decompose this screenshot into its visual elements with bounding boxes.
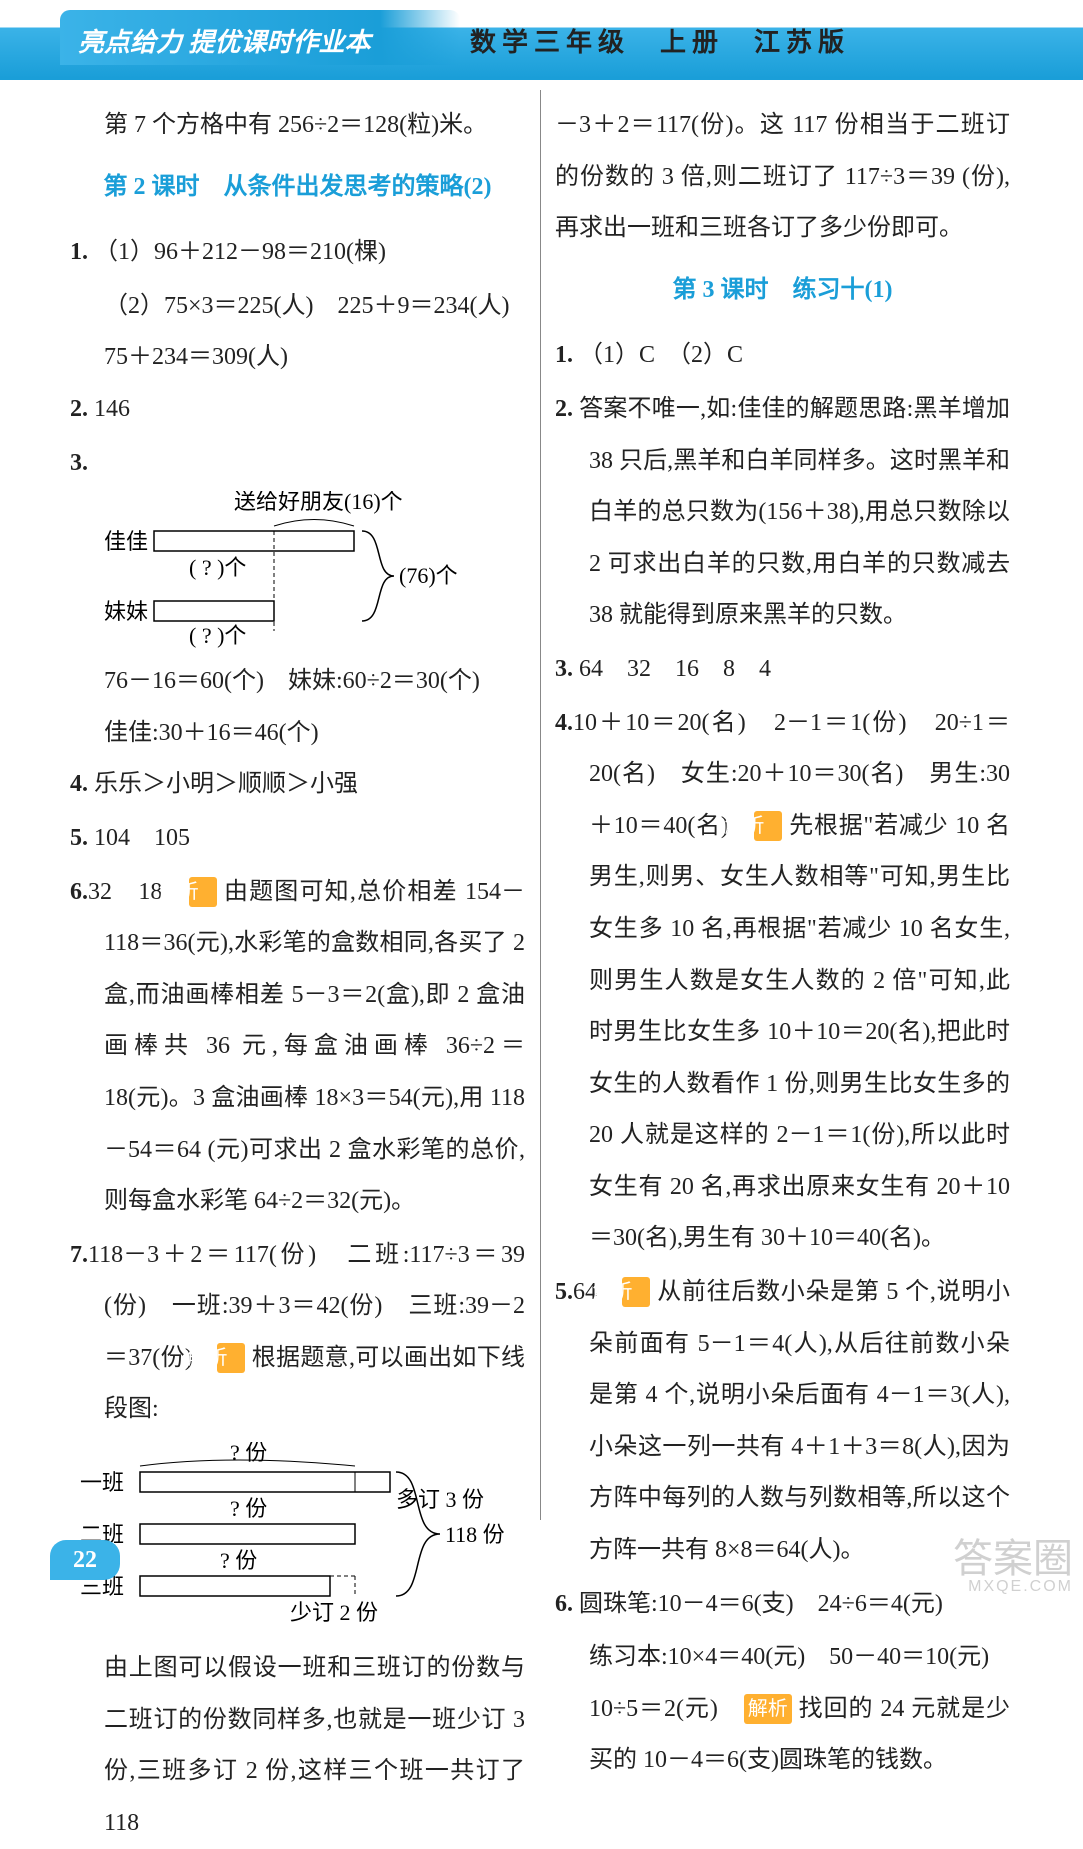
r-q5-body: 从前往后数小朵是第 5 个,说明小朵前面有 5－1＝4(人),从后往前数小朵是第… — [589, 1279, 1010, 1563]
q1-l1: （1）96＋212－98＝210(棵) — [94, 239, 386, 265]
svg-text:佳佳: 佳佳 — [104, 529, 148, 554]
q3-diagram: 送给好朋友(16)个 佳佳 ( ? )个 妹妹 ( ? )个 (76)个 — [70, 491, 525, 656]
q7-cont: －3＋2＝117(份)。这 117 份相当于二班订的份数的 3 倍,则二班订了 … — [555, 100, 1010, 255]
left-column: 第 7 个方格中有 256÷2＝128(粒)米。 第 2 课时 从条件出发思考的… — [70, 100, 525, 1849]
q4-num: 4. — [70, 771, 88, 797]
r-q6-l3: 10÷5＝2(元) 解析 找回的 24 元就是少买的 10－4＝6(支)圆珠笔的… — [555, 1684, 1010, 1787]
q3-num: 3. — [70, 450, 88, 476]
q3-l2: 佳佳:30＋16＝46(个) — [70, 708, 525, 760]
continued-line: 第 7 个方格中有 256÷2＝128(粒)米。 — [70, 100, 525, 152]
page-number: 22 — [50, 1540, 120, 1580]
watermark-line1: 答案圈 — [953, 1539, 1073, 1579]
q6-num: 6. — [70, 879, 88, 905]
q5: 5. 104 105 — [70, 813, 525, 865]
q1-num: 1. — [70, 239, 88, 265]
r-q5: 5.64 解析 从前往后数小朵是第 5 个,说明小朵前面有 5－1＝4(人),从… — [555, 1267, 1010, 1577]
r-q4-body: 先根据"若减少 10 名男生,则男、女生人数相等"可知,男生比女生多 10 名,… — [589, 813, 1010, 1252]
q3-svg: 送给好朋友(16)个 佳佳 ( ? )个 妹妹 ( ? )个 (76)个 — [104, 491, 464, 651]
r-q5-num: 5. — [555, 1279, 573, 1305]
svg-text:多订 3 份: 多订 3 份 — [396, 1487, 484, 1512]
r-q1-text: （1）C （2）C — [579, 342, 743, 368]
q2: 2. 146 — [70, 384, 525, 436]
svg-text:? 份: ? 份 — [230, 1442, 267, 1465]
svg-text:(76)个: (76)个 — [399, 563, 458, 588]
watermark: 答案圈 MXQE.COM — [953, 1539, 1073, 1595]
svg-text:一班: 一班 — [80, 1470, 124, 1495]
q2-text: 146 — [94, 396, 130, 422]
right-column: －3＋2＝117(份)。这 117 份相当于二班订的份数的 3 倍,则二班订了 … — [555, 100, 1010, 1849]
header-subject-block: 数学三年级 上册 江苏版 — [470, 22, 850, 59]
analysis-tag: 解析 — [622, 1277, 650, 1307]
r-q6-l1: 圆珠笔:10－4＝6(支) 24÷6＝4(元) — [579, 1591, 943, 1617]
r-q6-l2: 练习本:10×4＝40(元) 50－40＝10(元) — [555, 1632, 1010, 1684]
q3-l1: 76－16＝60(个) 妹妹:60÷2＝30(个) — [70, 656, 525, 708]
r-q2-text: 答案不唯一,如:佳佳的解题思路:黑羊增加 38 只后,黑羊和白羊同样多。这时黑羊… — [579, 396, 1010, 628]
analysis-tag: 解析 — [754, 811, 782, 841]
q7: 7.118－3＋2＝117(份) 二班:117÷3＝39 (份) 一班:39＋3… — [70, 1230, 525, 1436]
header-brand: 亮点给力 提优课时作业本 — [60, 10, 460, 65]
q1-l2: （2）75×3＝225(人) 225＋9＝234(人) — [70, 281, 525, 333]
analysis-tag: 解析 — [744, 1694, 792, 1724]
svg-text:( ? )个: ( ? )个 — [189, 555, 246, 580]
r-q1: 1. （1）C （2）C — [555, 330, 1010, 382]
q7-diagram: ? 份 一班 多订 3 份 ? 份 二班 ? 份 三班 少订 2 份 — [70, 1442, 525, 1637]
q2-num: 2. — [70, 396, 88, 422]
svg-text:118 份: 118 份 — [445, 1522, 505, 1547]
analysis-tag: 解析 — [217, 1343, 245, 1373]
q7-tail: 由上图可以假设一班和三班订的份数与二班订的份数同样多,也就是一班少订 3 份,三… — [70, 1643, 525, 1849]
watermark-line2: MXQE.COM — [953, 1579, 1073, 1595]
q6-body: 由题图可知,总价相差 154－118＝36(元),水彩笔的盒数相同,各买了 2 … — [104, 879, 525, 1215]
header-edition: 江苏版 — [754, 28, 850, 57]
header-volume: 上册 — [660, 28, 724, 57]
q1-l3: 75＋234＝309(人) — [70, 332, 525, 384]
svg-text:送给好朋友(16)个: 送给好朋友(16)个 — [234, 491, 403, 514]
r-q3-text: 64 32 16 8 4 — [579, 656, 771, 682]
r-q2-num: 2. — [555, 396, 573, 422]
q7-num: 7. — [70, 1242, 88, 1268]
r-q1-num: 1. — [555, 342, 573, 368]
q4-text: 乐乐＞小明＞顺顺＞小强 — [94, 771, 358, 797]
svg-text:? 份: ? 份 — [220, 1548, 257, 1573]
q4: 4. 乐乐＞小明＞顺顺＞小强 — [70, 759, 525, 811]
r-q6-num: 6. — [555, 1591, 573, 1617]
q5-text: 104 105 — [94, 825, 190, 851]
q7-svg: ? 份 一班 多订 3 份 ? 份 二班 ? 份 三班 少订 2 份 — [80, 1442, 530, 1632]
r-q6: 6. 圆珠笔:10－4＝6(支) 24÷6＝4(元) — [555, 1579, 1010, 1631]
r-q3: 3. 64 32 16 8 4 — [555, 644, 1010, 696]
r-q4: 4.10＋10＝20(名) 2－1＝1(份) 20÷1＝20(名) 女生:20＋… — [555, 698, 1010, 1266]
header-subject: 数学三年级 — [470, 28, 630, 57]
analysis-tag: 解析 — [189, 877, 217, 907]
r-q4-num: 4. — [555, 710, 573, 736]
q5-num: 5. — [70, 825, 88, 851]
svg-text:( ? )个: ( ? )个 — [189, 623, 246, 648]
column-divider — [540, 90, 541, 1520]
q1: 1. （1）96＋212－98＝210(棵) — [70, 227, 525, 279]
svg-text:? 份: ? 份 — [230, 1496, 267, 1521]
svg-text:少订 2 份: 少订 2 份 — [290, 1600, 378, 1625]
q6: 6.32 18 解析 由题图可知,总价相差 154－118＝36(元),水彩笔的… — [70, 867, 525, 1228]
lesson-title-2: 第 2 课时 从条件出发思考的策略(2) — [70, 162, 525, 214]
page-header: 亮点给力 提优课时作业本 数学三年级 上册 江苏版 — [0, 0, 1083, 80]
r-q2: 2. 答案不唯一,如:佳佳的解题思路:黑羊增加 38 只后,黑羊和白羊同样多。这… — [555, 384, 1010, 642]
svg-text:妹妹: 妹妹 — [104, 599, 148, 624]
lesson-title-3: 第 3 课时 练习十(1) — [555, 265, 1010, 317]
q3: 3. — [70, 438, 525, 490]
r-q6-l3pre: 10÷5＝2(元) — [589, 1696, 744, 1722]
r-q3-num: 3. — [555, 656, 573, 682]
